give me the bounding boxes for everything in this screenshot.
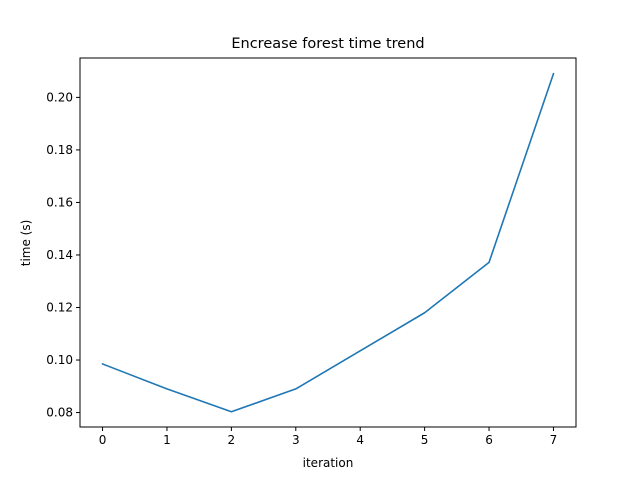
x-tick-label: 4 <box>356 433 364 447</box>
y-tick-label: 0.16 <box>46 195 73 209</box>
x-tick-label: 0 <box>99 433 107 447</box>
y-tick-label: 0.14 <box>46 248 73 262</box>
y-tick-label: 0.12 <box>46 301 73 315</box>
x-tick-label: 6 <box>485 433 493 447</box>
y-tick-label: 0.10 <box>46 353 73 367</box>
x-tick-label: 1 <box>163 433 171 447</box>
y-tick-label: 0.20 <box>46 90 73 104</box>
y-tick-label: 0.18 <box>46 143 73 157</box>
plot-frame <box>79 57 577 428</box>
x-axis-label: iteration <box>303 456 354 470</box>
series-line-1 <box>101 72 555 413</box>
x-tick-label: 5 <box>421 433 429 447</box>
chart-title: Encrease forest time trend <box>231 36 424 52</box>
x-tick-label: 7 <box>550 433 558 447</box>
x-tick-label: 2 <box>228 433 236 447</box>
y-tick-label: 0.08 <box>46 406 73 420</box>
series-layer <box>101 72 555 413</box>
axis-ticks: 0 1 2 3 4 5 6 7 0.08 0.10 0.12 0.14 0.16 0.18 0.20 <box>46 90 557 447</box>
x-tick-label: 3 <box>292 433 300 447</box>
y-axis-label: time (s) <box>19 220 33 267</box>
